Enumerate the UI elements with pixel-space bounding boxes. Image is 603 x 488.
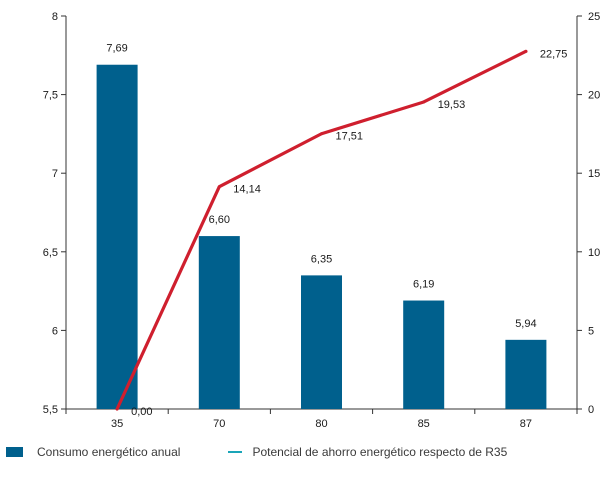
line-value-label: 0,00 bbox=[131, 406, 152, 418]
line-value-label: 19,53 bbox=[438, 99, 466, 111]
bar-value-label: 5,94 bbox=[515, 318, 536, 330]
line-value-label: 22,75 bbox=[540, 48, 568, 60]
bar-value-label: 6,60 bbox=[209, 214, 230, 226]
legend-line-swatch bbox=[228, 451, 243, 453]
line-point bbox=[217, 185, 221, 189]
line-point bbox=[320, 132, 323, 136]
line-point bbox=[115, 407, 119, 411]
line-value-label: 17,51 bbox=[336, 131, 364, 143]
legend-item-line: Potencial de ahorro energético respecto … bbox=[228, 445, 507, 459]
bar bbox=[96, 64, 138, 410]
bar-value-label: 6,35 bbox=[311, 253, 332, 265]
bar bbox=[301, 275, 342, 409]
y-left-tick-label: 6,5 bbox=[43, 247, 58, 259]
x-tick-label: 35 bbox=[111, 418, 123, 430]
legend-line-label: Potencial de ahorro energético respecto … bbox=[252, 445, 508, 459]
y-left-tick-label: 6 bbox=[52, 325, 58, 337]
legend-bar-swatch bbox=[6, 447, 23, 457]
bar bbox=[505, 339, 547, 409]
y-left-tick-label: 7,5 bbox=[43, 90, 58, 102]
line-point bbox=[422, 100, 426, 104]
y-left-tick-label: 8 bbox=[52, 11, 58, 23]
bar-value-label: 7,69 bbox=[106, 43, 127, 55]
y-right-tick-label: 20 bbox=[588, 90, 600, 102]
line-point bbox=[524, 49, 528, 53]
y-right-tick-label: 10 bbox=[588, 247, 600, 259]
y-right-tick-label: 15 bbox=[588, 168, 600, 180]
line-value-label: 14,14 bbox=[233, 184, 261, 196]
x-tick-label: 85 bbox=[418, 418, 430, 430]
y-left-tick-label: 5,5 bbox=[43, 404, 58, 416]
bar-value-label: 6,19 bbox=[413, 279, 434, 291]
y-right-tick-label: 5 bbox=[588, 325, 594, 337]
y-right-tick-label: 0 bbox=[588, 404, 594, 416]
legend: Consumo energético anual Potencial de ah… bbox=[6, 443, 603, 461]
y-left-tick-label: 7 bbox=[52, 168, 58, 180]
bar bbox=[403, 300, 445, 409]
x-tick-label: 87 bbox=[520, 418, 532, 430]
y-right-tick-label: 25 bbox=[588, 11, 600, 23]
bar bbox=[198, 236, 240, 409]
legend-item-bar: Consumo energético anual bbox=[6, 445, 180, 459]
legend-bar-label: Consumo energético anual bbox=[37, 445, 181, 459]
x-tick-label: 70 bbox=[213, 418, 225, 430]
x-tick-label: 80 bbox=[315, 418, 327, 430]
